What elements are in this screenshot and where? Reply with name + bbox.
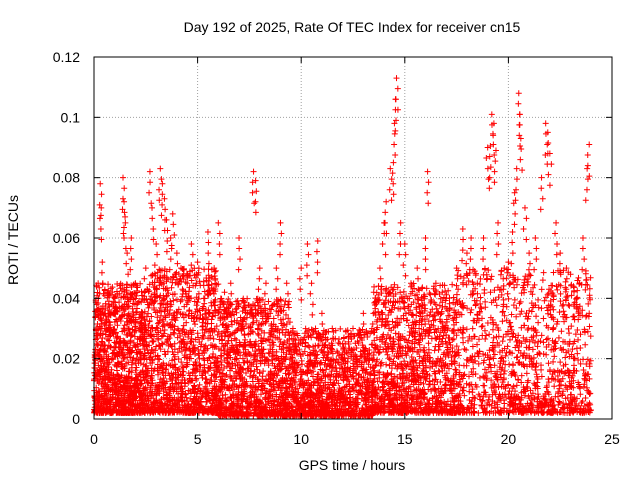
data-point [259, 321, 265, 327]
data-point [138, 289, 144, 295]
data-point [209, 314, 215, 320]
data-point [201, 301, 207, 307]
data-point [238, 327, 244, 333]
data-point [157, 301, 163, 307]
data-point [219, 337, 225, 343]
data-point [195, 299, 201, 305]
data-point [371, 284, 377, 290]
chart-title: Day 192 of 2025, Rate Of TEC Index for r… [184, 19, 521, 35]
data-point [260, 373, 266, 379]
data-point [201, 266, 207, 272]
data-point [265, 299, 271, 305]
data-point [189, 278, 195, 284]
x-axis-label: GPS time / hours [299, 457, 406, 473]
data-point [269, 357, 275, 363]
data-point [185, 388, 191, 394]
data-point [302, 343, 308, 349]
data-point [233, 356, 239, 362]
data-point [325, 351, 331, 357]
data-point [323, 366, 329, 372]
data-point [105, 281, 111, 287]
data-point [286, 305, 292, 311]
data-point [192, 321, 198, 327]
data-point [222, 333, 228, 339]
data-point [449, 282, 455, 288]
data-point [201, 279, 207, 285]
data-point [256, 347, 262, 353]
data-point [211, 336, 217, 342]
data-point [426, 340, 432, 346]
data-points [91, 75, 594, 419]
data-point [181, 365, 187, 371]
data-point [393, 330, 399, 336]
data-point [156, 266, 162, 272]
data-point [163, 304, 169, 310]
data-point [208, 321, 214, 327]
data-point [271, 315, 277, 321]
data-point [146, 305, 152, 311]
data-point [451, 336, 457, 342]
data-point [286, 299, 292, 305]
data-point [345, 355, 351, 361]
data-point [202, 311, 208, 317]
data-point [389, 319, 395, 325]
data-point [228, 319, 234, 325]
y-axis-label: ROTI / TECUs [5, 195, 21, 285]
data-point [386, 355, 392, 361]
data-point [171, 331, 177, 337]
data-point [193, 377, 199, 383]
